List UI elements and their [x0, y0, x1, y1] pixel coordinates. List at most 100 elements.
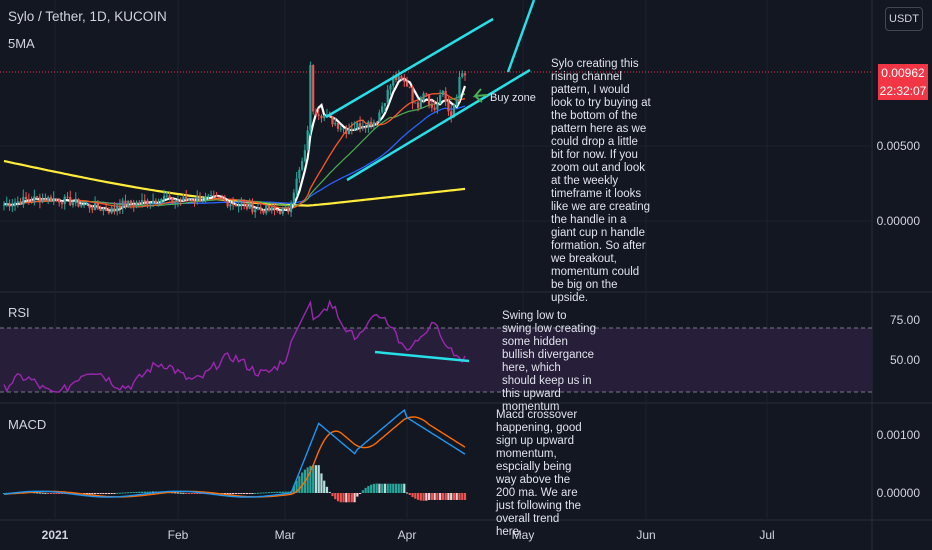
candle-body [99, 208, 102, 211]
candle-body [392, 76, 395, 86]
candle-body [232, 204, 235, 206]
trend-drawings[interactable] [325, 0, 536, 363]
macd-histogram-bar [102, 493, 105, 494]
macd-histogram-bar [47, 493, 50, 494]
candle-body [248, 203, 251, 209]
candle-body [13, 202, 17, 205]
candle-body [124, 200, 127, 207]
macd-histogram-bar [245, 493, 249, 494]
macd-indicator-label[interactable]: MACD [8, 417, 47, 432]
candle-body [243, 203, 246, 205]
candle-body [207, 195, 210, 197]
breakout-projection-line [506, 0, 536, 73]
candle-body [85, 204, 88, 206]
macd-histogram-bar [281, 491, 284, 493]
macd-histogram-bar [185, 493, 188, 494]
candle-body [8, 203, 11, 207]
macd-histogram-bar [312, 465, 315, 493]
candle-body [450, 111, 453, 118]
macd-histogram-bar [262, 492, 265, 494]
macd-histogram-bar [176, 492, 180, 494]
rsi-indicator-label[interactable]: RSI [8, 305, 30, 320]
candle-body [19, 201, 22, 205]
macd-histogram-bar [190, 493, 193, 494]
macd-histogram-bar [295, 480, 298, 493]
macd-histogram-bar [463, 493, 467, 500]
candle-body [151, 200, 155, 204]
candle-body [381, 106, 384, 113]
candle-body [174, 201, 177, 204]
candle-body [212, 194, 215, 196]
candle-body [281, 207, 284, 214]
time-tick-label: Feb [168, 528, 189, 542]
macd-histogram-bar [223, 493, 226, 495]
candle-body [146, 200, 149, 205]
candle-body [129, 200, 133, 205]
macd-histogram-bar [436, 493, 439, 500]
time-tick-label: Jul [759, 528, 774, 542]
candle-body [55, 198, 58, 200]
macd-histogram-bar [306, 467, 309, 493]
macd-histogram-bar [301, 472, 304, 493]
candle-body [33, 196, 36, 202]
candle-body [105, 208, 108, 211]
candle-body [234, 204, 237, 207]
candle-body [331, 116, 334, 125]
channel-lower-line [346, 68, 531, 182]
macd-histogram-bar [116, 492, 119, 494]
macd-histogram-bar [143, 491, 146, 493]
buy-zone-label: Buy zone [490, 92, 536, 104]
rsi-note: Swing low to swing low creating some hid… [502, 310, 596, 413]
rsi-divergence-line [374, 350, 470, 363]
macd-histogram-bar [336, 493, 340, 502]
candle-body [389, 85, 392, 90]
candle-body [303, 150, 306, 162]
macd-histogram-bar [342, 493, 345, 503]
macd-histogram-bar [33, 492, 36, 494]
macd-histogram-bar [405, 492, 409, 494]
macd-histogram-bar [397, 483, 400, 493]
candle-body [345, 128, 348, 135]
currency-button[interactable]: USDT [885, 7, 923, 31]
candle-body [267, 205, 271, 211]
macd-histogram-bar [428, 493, 431, 500]
rsi-band [0, 328, 872, 392]
macd-pane [2, 408, 467, 503]
candle-body [306, 130, 309, 151]
macd-histogram-bar [320, 473, 323, 493]
candle-body [215, 195, 218, 197]
macd-histogram-bar [455, 493, 458, 500]
macd-histogram-bar [287, 491, 290, 493]
candle-body [36, 196, 39, 198]
candle-body [88, 204, 91, 209]
macd-histogram-bar [364, 487, 367, 493]
candle-body [375, 122, 378, 124]
macd-histogram-bar [41, 492, 44, 494]
candle-body [182, 196, 185, 201]
candle-body [60, 202, 64, 205]
candle-body [458, 77, 461, 100]
candle-body [433, 107, 436, 110]
candle-body [80, 205, 83, 207]
candle-body [138, 202, 141, 204]
candle-body [353, 128, 356, 130]
macd-histogram-bar [400, 483, 403, 493]
candle-body [256, 208, 260, 210]
macd-histogram-bar [309, 465, 312, 493]
macd-histogram-bar [127, 492, 130, 494]
candle-body [254, 209, 257, 213]
candle-body [69, 196, 72, 206]
macd-tick-label: 0.00100 [877, 428, 921, 442]
candle-body [370, 121, 373, 126]
candle-body [400, 76, 403, 80]
macd-histogram-bar [251, 493, 254, 494]
macd-histogram-bar [60, 493, 64, 494]
ma-indicator-label[interactable]: 5MA [8, 36, 35, 51]
candle-body [259, 208, 262, 210]
candle-body [461, 73, 464, 78]
macd-histogram-bar [234, 493, 237, 495]
macd-histogram-bar [441, 493, 445, 500]
candle-body [209, 194, 213, 196]
candle-body [347, 129, 351, 135]
